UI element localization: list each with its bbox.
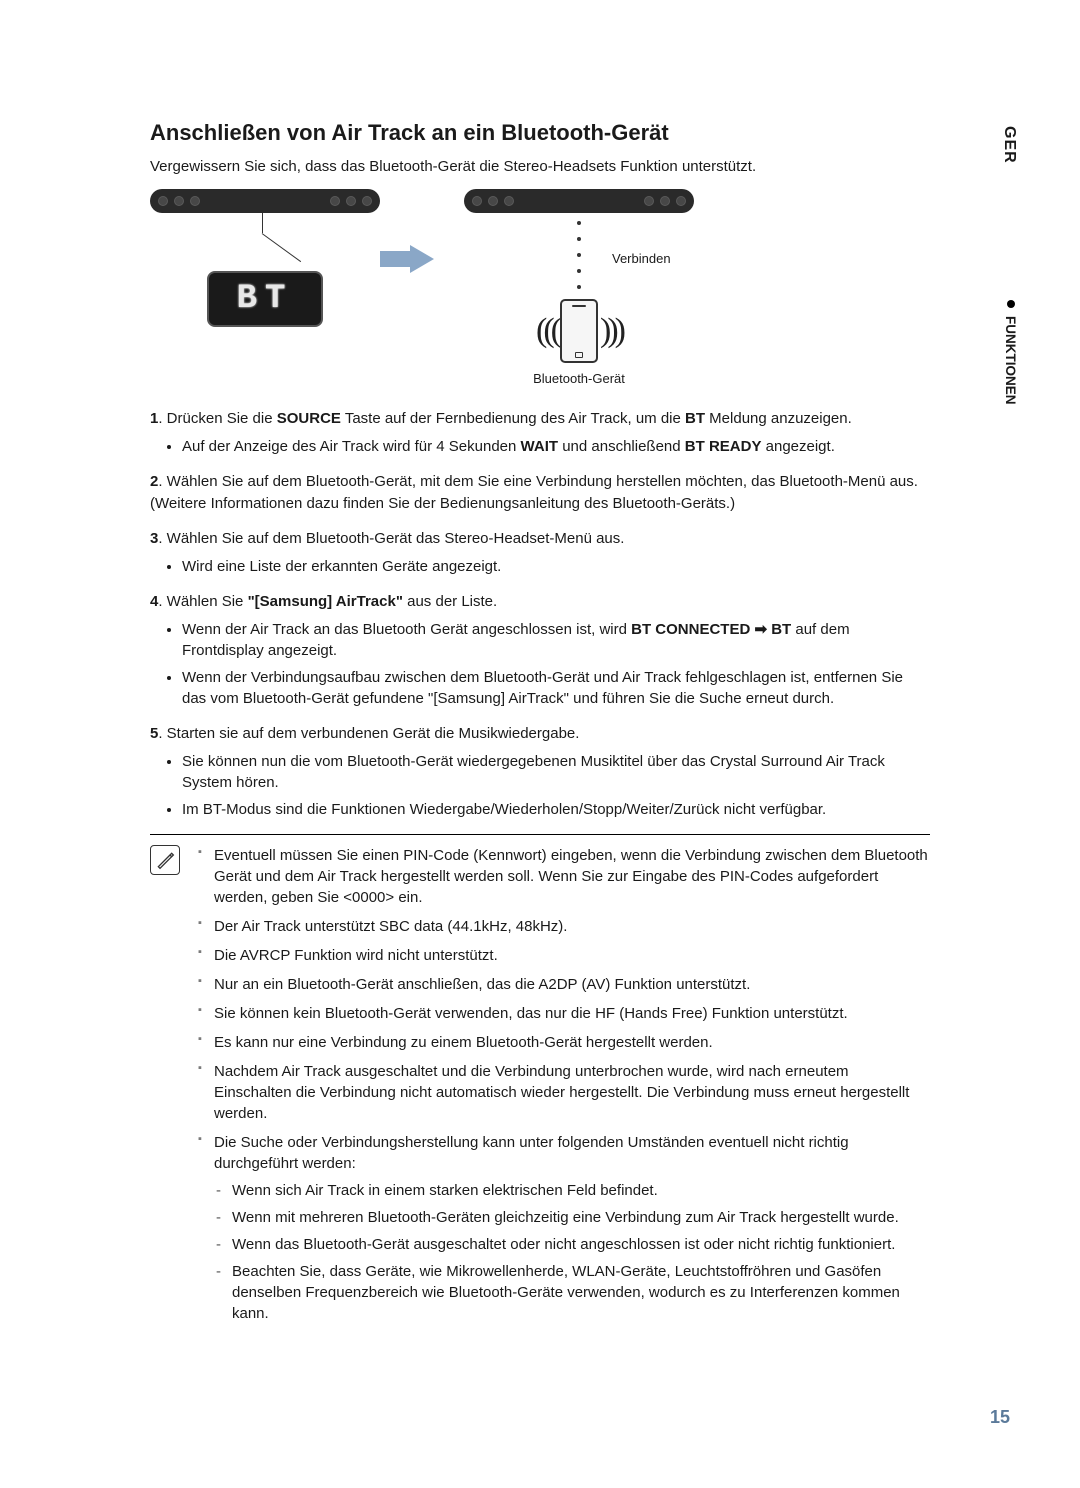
step-sub-item: Wird eine Liste der erkannten Geräte ang… <box>182 556 930 577</box>
side-lang-tab: GER <box>1000 126 1018 164</box>
note-item: Eventuell müssen Sie einen PIN-Code (Ken… <box>198 845 930 908</box>
note-block: Eventuell müssen Sie einen PIN-Code (Ken… <box>150 834 930 1332</box>
step-sub-item: Im BT-Modus sind die Funktionen Wiederga… <box>182 799 930 820</box>
note-item: Es kann nur eine Verbindung zu einem Blu… <box>198 1032 930 1053</box>
section-title: Anschließen von Air Track an ein Bluetoo… <box>150 120 930 146</box>
note-dash-item: Wenn das Bluetooth-Gerät ausgeschaltet o… <box>214 1234 930 1255</box>
bt-display-icon: BT <box>207 271 323 327</box>
step-sub-list: Wird eine Liste der erkannten Geräte ang… <box>182 556 930 577</box>
connect-label: Verbinden <box>612 251 671 266</box>
step-item: 1. Drücken Sie die SOURCE Taste auf der … <box>150 408 930 457</box>
bluetooth-diagram: BT Verbinden ((( ))) Bluetooth-Gerät <box>150 189 930 386</box>
note-icon <box>150 845 180 875</box>
diagram-left: BT <box>150 189 380 327</box>
step-sub-list: Sie können nun die vom Bluetooth-Gerät w… <box>182 751 930 820</box>
step-sub-list: Auf der Anzeige des Air Track wird für 4… <box>182 436 930 457</box>
page-number: 15 <box>990 1407 1010 1428</box>
bullet-icon <box>1007 300 1015 308</box>
arrow-icon <box>410 189 434 329</box>
notes-list: Eventuell müssen Sie einen PIN-Code (Ken… <box>198 845 930 1332</box>
step-item: 3. Wählen Sie auf dem Bluetooth-Gerät da… <box>150 528 930 577</box>
note-dash-item: Beachten Sie, dass Geräte, wie Mikrowell… <box>214 1261 930 1324</box>
phone-icon: ((( ))) <box>536 299 622 363</box>
note-item: Nur an ein Bluetooth-Gerät anschließen, … <box>198 974 930 995</box>
diagram-right: Verbinden ((( ))) Bluetooth-Gerät <box>464 189 694 386</box>
step-item: 2. Wählen Sie auf dem Bluetooth-Gerät, m… <box>150 471 930 515</box>
note-item: Die Suche oder Verbindungsherstellung ka… <box>198 1132 930 1324</box>
step-sub-item: Auf der Anzeige des Air Track wird für 4… <box>182 436 930 457</box>
note-item: Die AVRCP Funktion wird nicht unterstütz… <box>198 945 930 966</box>
wave-right-icon: ))) <box>600 312 622 350</box>
note-dash-list: Wenn sich Air Track in einem starken ele… <box>214 1180 930 1324</box>
step-sub-item: Wenn der Air Track an das Bluetooth Gerä… <box>182 619 930 661</box>
bt-display-text: BT <box>237 280 294 318</box>
step-sub-item: Wenn der Verbindungsaufbau zwischen dem … <box>182 667 930 709</box>
step-item: 5. Starten sie auf dem verbundenen Gerät… <box>150 723 930 820</box>
steps-list: 1. Drücken Sie die SOURCE Taste auf der … <box>150 408 930 820</box>
wave-left-icon: ((( <box>536 312 558 350</box>
side-section-tab: FUNKTIONEN <box>1003 300 1018 405</box>
page-content: Anschließen von Air Track an ein Bluetoo… <box>150 120 930 1332</box>
step-item: 4. Wählen Sie "[Samsung] AirTrack" aus d… <box>150 591 930 709</box>
note-item: Der Air Track unterstützt SBC data (44.1… <box>198 916 930 937</box>
bluetooth-device-label: Bluetooth-Gerät <box>533 371 625 386</box>
step-sub-list: Wenn der Air Track an das Bluetooth Gerä… <box>182 619 930 709</box>
intro-text: Vergewissern Sie sich, dass das Bluetoot… <box>150 158 930 175</box>
note-item: Nachdem Air Track ausgeschaltet und die … <box>198 1061 930 1124</box>
note-dash-item: Wenn mit mehreren Bluetooth-Geräten glei… <box>214 1207 930 1228</box>
note-dash-item: Wenn sich Air Track in einem starken ele… <box>214 1180 930 1201</box>
soundbar-icon <box>464 189 694 213</box>
side-section-label: FUNKTIONEN <box>1003 316 1018 405</box>
note-item: Sie können kein Bluetooth-Gerät verwende… <box>198 1003 930 1024</box>
step-sub-item: Sie können nun die vom Bluetooth-Gerät w… <box>182 751 930 793</box>
soundbar-icon <box>150 189 380 213</box>
